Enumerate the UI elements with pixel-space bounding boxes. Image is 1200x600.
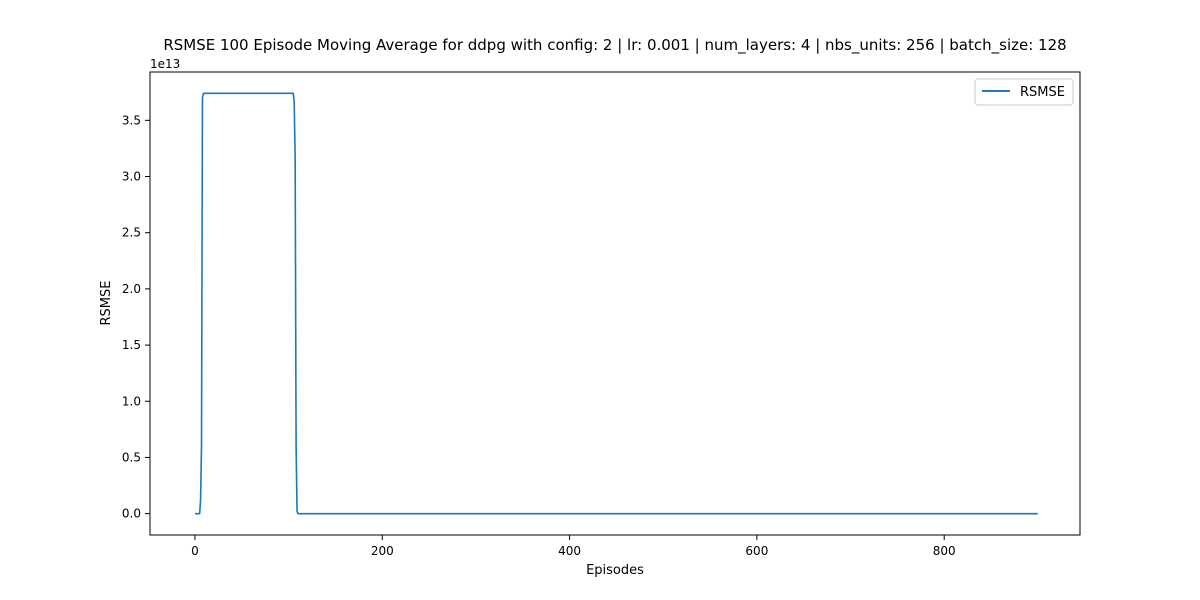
plot-frame bbox=[149, 71, 1081, 536]
series-layer bbox=[194, 92, 1038, 515]
legend-label: RSMSE bbox=[1020, 85, 1065, 100]
y-tick-label: 0.5 bbox=[122, 450, 141, 464]
y-tick-label: 0.0 bbox=[122, 507, 141, 521]
legend-box bbox=[974, 78, 1074, 106]
x-tick-label: 0 bbox=[191, 544, 199, 558]
series-line-rsmse bbox=[194, 92, 1038, 515]
y-tick-label: 3.5 bbox=[122, 113, 141, 127]
legend: RSMSE bbox=[974, 78, 1074, 106]
x-tick-label: 600 bbox=[745, 544, 768, 558]
x-tick-label: 200 bbox=[371, 544, 394, 558]
y-axis-label: RSMSE bbox=[99, 281, 114, 326]
y-axis-ticks: 0.0 0.5 1.0 1.5 2.0 2.5 3.0 3.5 bbox=[122, 113, 150, 521]
x-tick-label: 400 bbox=[558, 544, 581, 558]
y-tick-label: 1.5 bbox=[122, 338, 141, 352]
y-tick-label: 1.0 bbox=[122, 394, 141, 408]
x-axis-label: Episodes bbox=[586, 563, 644, 578]
x-tick-label: 800 bbox=[933, 544, 956, 558]
y-tick-label: 2.0 bbox=[122, 282, 141, 296]
y-tick-label: 3.0 bbox=[122, 170, 141, 184]
y-offset-label: 1e13 bbox=[150, 57, 180, 71]
plot-area bbox=[150, 72, 1080, 535]
x-axis-ticks: 0 200 400 600 800 bbox=[191, 535, 956, 558]
chart-title: RSMSE 100 Episode Moving Average for ddp… bbox=[163, 36, 1066, 55]
y-tick-label: 2.5 bbox=[122, 226, 141, 240]
